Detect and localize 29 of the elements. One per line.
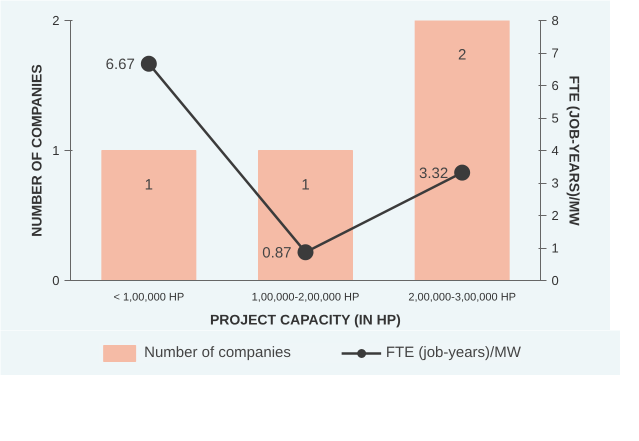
x-tick-label: < 1,00,000 HP [114,292,184,304]
data-label: 6.67 [106,56,135,74]
y2-tick-label: 5 [552,110,559,126]
data-label: 1 [301,176,310,194]
data-label: 0.87 [262,244,292,262]
y2-tick-label: 6 [552,78,559,93]
data-label: 1 [144,176,154,194]
y-tick-label: 0 [52,273,60,288]
y2-tick-label: 4 [552,143,559,158]
legend-label: Number of companies [144,344,291,361]
y-tick-label: 2 [52,13,60,28]
y-tick-label: 1 [52,143,60,158]
y2-tick-label: 7 [552,46,559,60]
point [298,244,314,260]
x-tick-label: 2,00,000-3,00,000 HP [408,292,516,304]
y2-tick-label: 1 [552,240,559,256]
y-axis-title: NUMBER OF COMPANIES [28,64,44,237]
y2-tick-label: 0 [552,273,559,288]
y2-axis-title: FTE (JOB-YEARS)/MW [566,75,583,226]
point [454,164,470,181]
legend-label: FTE (job-years)/MW [386,344,521,361]
data-label: 3.32 [418,165,448,182]
x-axis-title: PROJECT CAPACITY (IN HP) [210,312,401,328]
y2-tick-label: 2 [552,208,559,223]
point [140,56,157,72]
x-tick-label: 1,00,000-2,00,000 HP [252,292,360,304]
data-label: 2 [458,46,466,64]
y2-tick-label: 3 [552,176,559,190]
y2-tick-label: 8 [552,13,559,28]
